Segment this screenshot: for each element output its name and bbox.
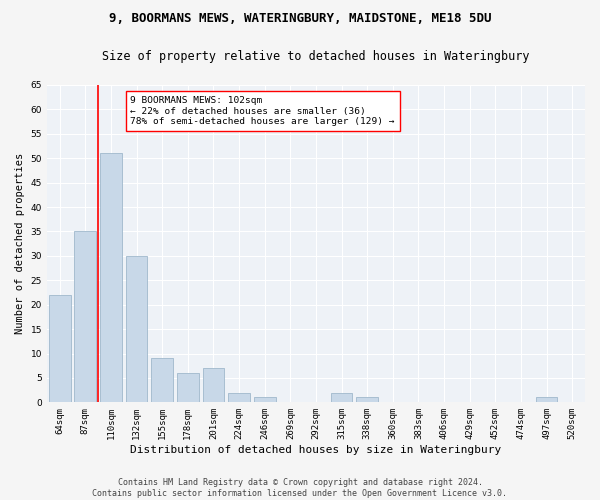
Bar xyxy=(177,373,199,402)
Text: 9 BOORMANS MEWS: 102sqm
← 22% of detached houses are smaller (36)
78% of semi-de: 9 BOORMANS MEWS: 102sqm ← 22% of detache… xyxy=(130,96,395,126)
Title: Size of property relative to detached houses in Wateringbury: Size of property relative to detached ho… xyxy=(102,50,530,63)
X-axis label: Distribution of detached houses by size in Wateringbury: Distribution of detached houses by size … xyxy=(130,445,502,455)
Bar xyxy=(100,154,122,402)
Bar xyxy=(151,358,173,403)
Y-axis label: Number of detached properties: Number of detached properties xyxy=(15,153,25,334)
Text: 9, BOORMANS MEWS, WATERINGBURY, MAIDSTONE, ME18 5DU: 9, BOORMANS MEWS, WATERINGBURY, MAIDSTON… xyxy=(109,12,491,26)
Bar xyxy=(74,232,96,402)
Bar xyxy=(228,392,250,402)
Bar xyxy=(536,398,557,402)
Bar xyxy=(254,398,275,402)
Bar xyxy=(356,398,378,402)
Bar xyxy=(203,368,224,402)
Bar xyxy=(49,295,71,403)
Bar xyxy=(331,392,352,402)
Bar xyxy=(126,256,148,402)
Text: Contains HM Land Registry data © Crown copyright and database right 2024.
Contai: Contains HM Land Registry data © Crown c… xyxy=(92,478,508,498)
